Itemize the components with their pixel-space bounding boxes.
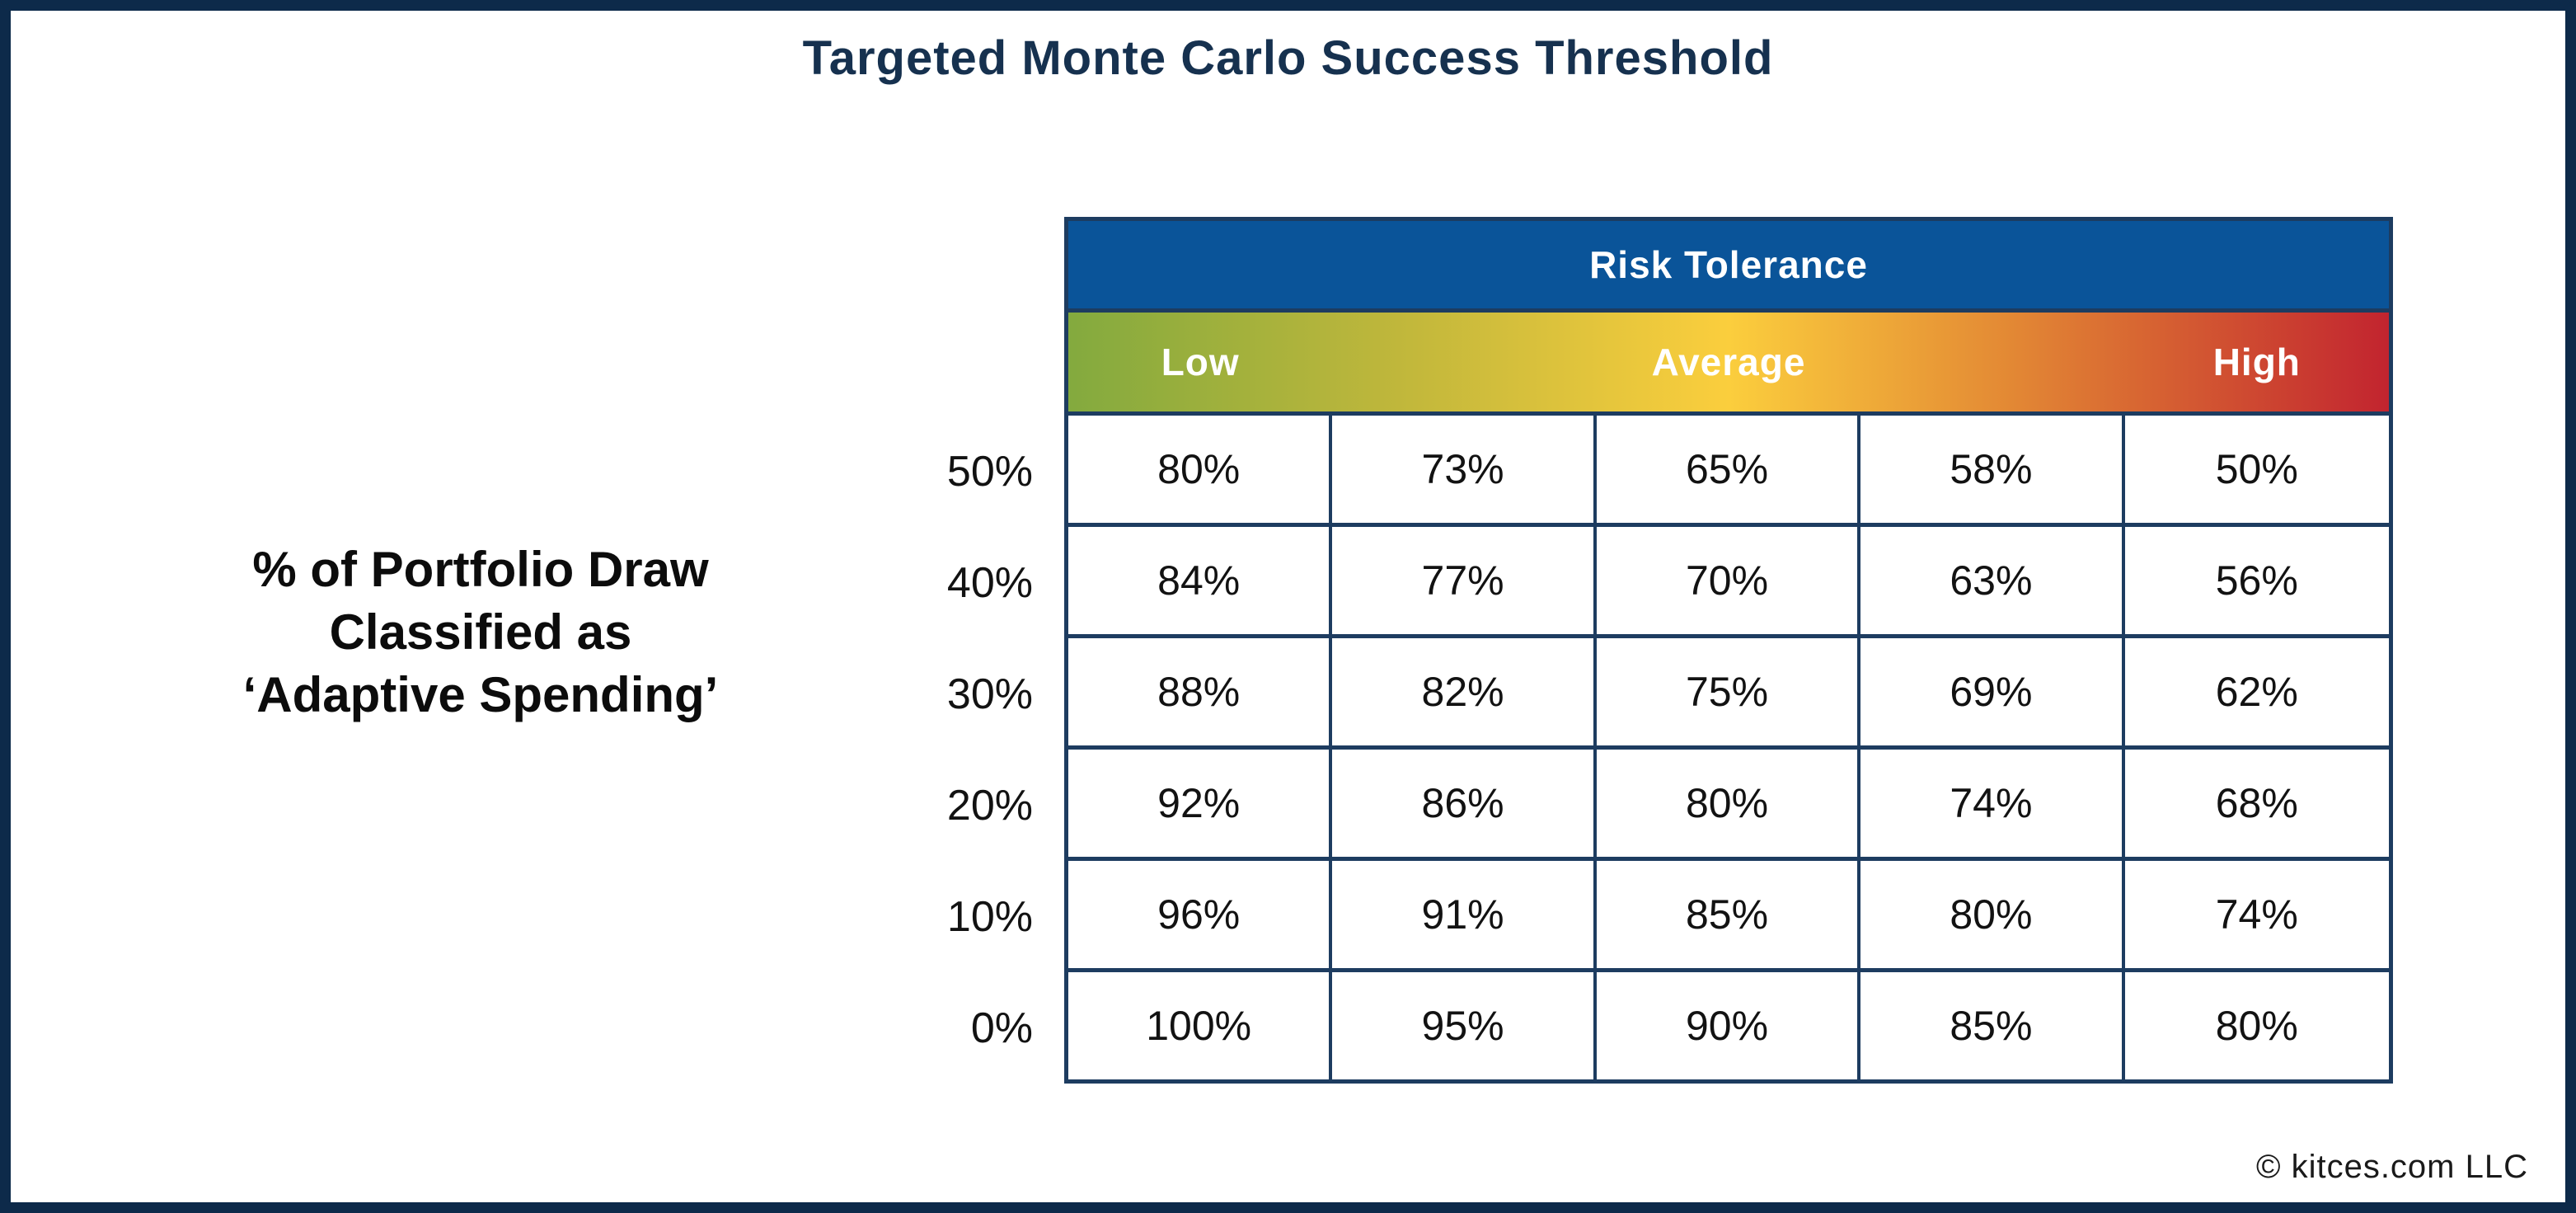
table-cell: 80% [1860,861,2125,972]
threshold-grid: 80% 73% 65% 58% 50% 84% 77% 70% 63% 56% 88% 82% 75% 6… [1068,416,2389,1079]
row-labels-column: 50% 40% 30% 20% 10% 0% [835,416,1033,1084]
row-axis-label-line-2: Classified as [329,604,632,661]
table-cell: 70% [1596,527,1861,638]
row-axis-label-line-1: % of Portfolio Draw [252,542,709,597]
table-cell: 90% [1596,972,1861,1079]
success-threshold-table: Risk Tolerance Low Average High 80% 73% 65… [1064,217,2393,1084]
table-cell: 84% [1068,527,1333,638]
table-cell: 58% [1860,416,2125,527]
table-cell: 77% [1332,527,1597,638]
table-cell: 80% [1596,750,1861,861]
risk-label-average: Average [1651,341,1806,383]
table-cell: 75% [1596,638,1861,750]
row-label: 50% [946,447,1033,496]
row-label: 40% [946,558,1033,607]
table-cell: 95% [1332,972,1597,1079]
table-cell: 96% [1068,861,1333,972]
table-cell: 74% [1860,750,2125,861]
row-label: 20% [946,781,1033,830]
risk-tolerance-header: Risk Tolerance [1068,221,2389,313]
table-cell: 69% [1860,638,2125,750]
table-cell: 56% [2124,527,2389,638]
copyright-notice: © kitces.com LLC [2255,1149,2528,1185]
table-cell: 63% [1860,527,2125,638]
row-axis-label: % of Portfolio Draw Classified as ‘Adapt… [209,538,753,727]
table-cell: 86% [1332,750,1597,861]
row-label: 0% [970,1004,1033,1052]
table-cell: 50% [2124,416,2389,527]
table-cell: 74% [2124,861,2389,972]
row-label: 30% [946,670,1033,718]
table-cell: 92% [1068,750,1333,861]
risk-tolerance-header-label: Risk Tolerance [1589,243,1868,286]
row-axis-label-line-3: ‘Adaptive Spending’ [242,667,719,723]
table-cell: 82% [1332,638,1597,750]
risk-gradient-bar: Low Average High [1068,313,2389,416]
table-cell: 68% [2124,750,2389,861]
table-cell: 88% [1068,638,1333,750]
risk-label-low: Low [1161,341,1240,383]
table-cell: 100% [1068,972,1333,1079]
row-label: 10% [946,892,1033,941]
table-cell: 80% [2124,972,2389,1079]
table-cell: 62% [2124,638,2389,750]
risk-label-high: High [2212,341,2301,383]
figure-title: Targeted Monte Carlo Success Threshold [802,31,1774,85]
table-cell: 65% [1596,416,1861,527]
table-cell: 85% [1596,861,1861,972]
table-cell: 91% [1332,861,1597,972]
table-cell: 85% [1860,972,2125,1079]
table-cell: 80% [1068,416,1333,527]
table-cell: 73% [1332,416,1597,527]
